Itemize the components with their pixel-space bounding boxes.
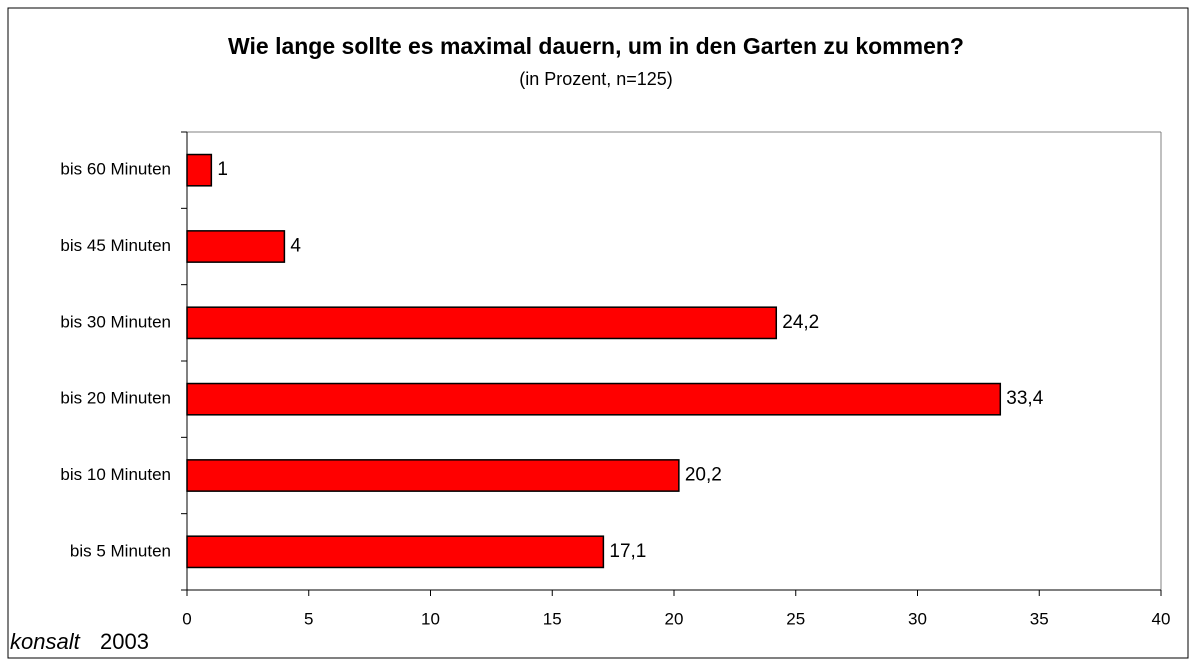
x-tick-label: 20 [665, 609, 684, 628]
data-label: 4 [290, 236, 301, 257]
y-tick-label: bis 10 Minuten [60, 465, 171, 484]
x-tick-label: 0 [182, 609, 191, 628]
y-tick-label: bis 60 Minuten [60, 160, 171, 179]
footer-brand: konsalt [10, 629, 81, 654]
x-tick-label: 15 [543, 609, 562, 628]
bar [186, 153, 213, 187]
bar [186, 382, 1002, 416]
bar [186, 535, 605, 569]
y-tick-label: bis 20 Minuten [60, 389, 171, 408]
data-label: 17,1 [609, 541, 646, 562]
data-label: 20,2 [685, 465, 722, 486]
x-tick-label: 40 [1152, 609, 1171, 628]
y-tick-label: bis 45 Minuten [60, 236, 171, 255]
x-tick-label: 30 [908, 609, 927, 628]
x-tick-label: 35 [1030, 609, 1049, 628]
x-tick-label: 10 [421, 609, 440, 628]
data-label: 24,2 [782, 312, 819, 333]
data-label: 1 [217, 159, 228, 180]
x-tick-label: 25 [786, 609, 805, 628]
data-label: 33,4 [1006, 388, 1043, 409]
bar [186, 459, 680, 492]
bar [186, 306, 778, 340]
footer-year: 2003 [100, 629, 149, 654]
chart-subtitle: (in Prozent, n=125) [519, 69, 673, 89]
y-tick-label: bis 30 Minuten [60, 312, 171, 331]
y-tick-label: bis 5 Minuten [70, 541, 171, 560]
chart-title: Wie lange sollte es maximal dauern, um i… [228, 33, 964, 59]
x-tick-label: 5 [304, 609, 313, 628]
bar [186, 230, 286, 263]
